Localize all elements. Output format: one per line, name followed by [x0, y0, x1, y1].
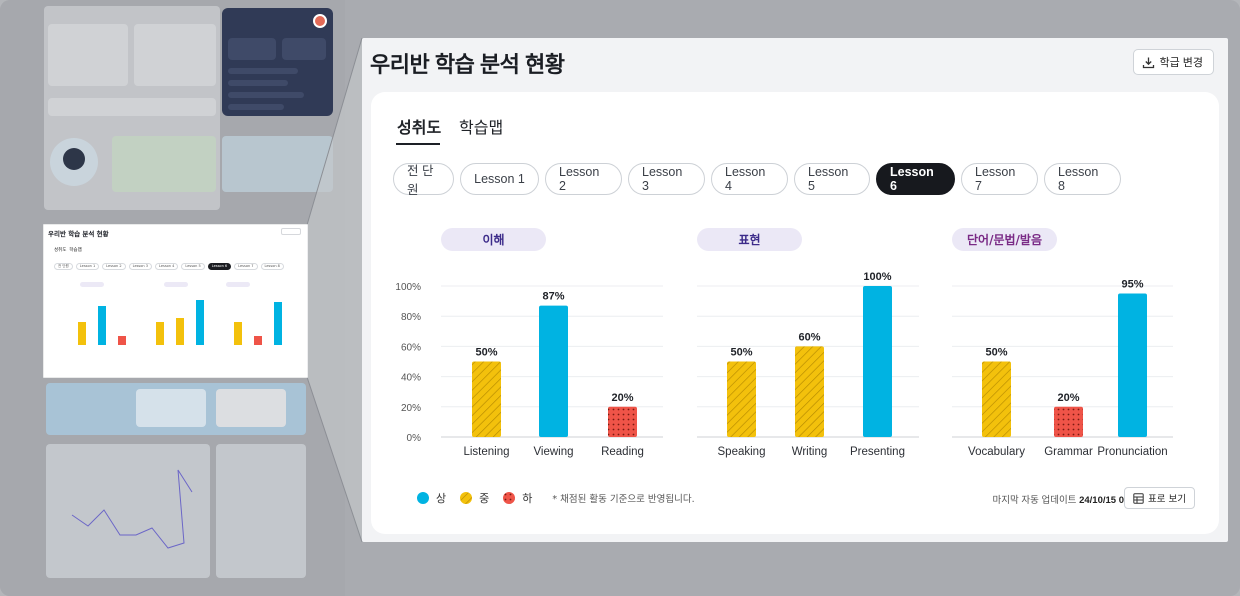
lesson-tab-8[interactable]: Lesson 8 — [1044, 163, 1121, 195]
data-label: 50% — [475, 347, 497, 359]
thumbnail-avatar — [313, 14, 327, 28]
thumbnail-panel-title: 우리반 학습 분석 현황 — [48, 230, 109, 238]
y-tick-label: 40% — [401, 373, 421, 384]
lesson-tab-7[interactable]: Lesson 7 — [961, 163, 1038, 195]
change-class-label: 학급 변경 — [1159, 57, 1203, 69]
category-label: Writing — [792, 446, 828, 458]
legend-mid: 중 — [460, 490, 489, 506]
category-label: Pronunciation — [1097, 446, 1167, 458]
thumbnail-lesson-tabs: 전 단원 Lesson 1 Lesson 2 Lesson 3 Lesson 4… — [54, 263, 284, 270]
page-thumbnail: 우리반 학습 분석 현황 성취도 학습맵 전 단원 Lesson 1 Lesso… — [0, 0, 345, 596]
last-update: 마지막 자동 업데이트 24/10/15 03:01 — [992, 492, 1143, 506]
achievement-card: 성취도 학습맵 전 단원 Lesson 1 Lesson 2 Lesson 3 … — [371, 92, 1219, 534]
chart-title: 이해 — [482, 232, 504, 247]
legend-mid-dot — [460, 492, 473, 504]
last-update-time: 24/10/15 03:01 — [1079, 495, 1143, 506]
tab-learning-map[interactable]: 학습맵 — [459, 120, 504, 137]
lesson-tab-3[interactable]: Lesson 3 — [628, 163, 705, 195]
thumbnail-menu-row — [48, 98, 216, 116]
thumbnail-analysis-panel: 우리반 학습 분석 현황 성취도 학습맵 전 단원 Lesson 1 Lesso… — [44, 225, 307, 377]
table-icon — [1133, 492, 1144, 504]
scoring-note: * 채점된 활동 기준으로 반영됩니다. — [552, 494, 695, 505]
data-label: 20% — [611, 392, 633, 404]
thumbnail-banner-bubble-2 — [216, 389, 286, 427]
active-tab-indicator — [396, 143, 440, 145]
data-label: 20% — [1057, 392, 1079, 404]
category-label: Reading — [601, 446, 644, 458]
lesson-tab-6[interactable]: Lesson 6 — [876, 163, 955, 195]
chart-title: 표현 — [738, 232, 760, 247]
page-title: 우리반 학습 분석 현황 — [370, 52, 565, 77]
category-label: Presenting — [850, 446, 905, 458]
bar-speaking — [727, 361, 756, 437]
y-tick-label: 100% — [395, 282, 421, 293]
category-label: Speaking — [718, 446, 766, 458]
lesson-filter: 전 단원 Lesson 1 Lesson 2 Lesson 3 Lesson 4… — [393, 163, 1121, 197]
achievement-bar-charts: 0% 20% 40% 60% 80% 100% 이해 50% Listening 87% Viewi… — [395, 228, 1173, 458]
bar-listening — [472, 361, 501, 437]
lesson-tab-all[interactable]: 전 단원 — [393, 163, 454, 197]
category-label: Vocabulary — [968, 446, 1025, 458]
chart-title-chip — [697, 228, 802, 251]
tab-achievement[interactable]: 성취도 — [397, 120, 442, 137]
download-icon — [1143, 57, 1155, 68]
legend-high-label: 상 — [436, 492, 447, 505]
chart-title-chip — [952, 228, 1057, 251]
lesson-tab-5[interactable]: Lesson 5 — [794, 163, 870, 195]
legend-high: 상 — [417, 490, 446, 506]
thumbnail-self-study-table — [216, 444, 306, 578]
thumbnail-self-study-chart — [46, 444, 210, 578]
bar-reading — [608, 406, 637, 437]
analysis-panel: 우리반 학습 분석 현황 학급 변경 성취도 학습맵 전 단원 Lesson 1… — [362, 38, 1228, 542]
data-label: 50% — [985, 347, 1007, 359]
category-label: Viewing — [533, 446, 573, 458]
legend-low-dot — [503, 492, 516, 504]
category-label: Listening — [463, 446, 509, 458]
y-tick-label: 60% — [401, 342, 421, 353]
category-label: Grammar — [1044, 446, 1093, 458]
table-view-label: 표로 보기 — [1148, 494, 1186, 505]
chart-title-chip — [441, 228, 546, 251]
thumbnail-tabs: 성취도 학습맵 — [54, 248, 82, 253]
y-tick-label: 80% — [401, 312, 421, 323]
bar-writing — [795, 346, 824, 437]
legend-low: 하 — [503, 490, 532, 506]
chart-title: 단어/문법/발음 — [967, 232, 1042, 247]
lesson-tab-2[interactable]: Lesson 2 — [545, 163, 622, 195]
thumbnail-comment-card — [222, 136, 333, 192]
thumbnail-change-button — [281, 228, 301, 235]
last-update-label: 마지막 자동 업데이트 — [992, 495, 1077, 506]
data-label: 50% — [730, 347, 752, 359]
thumbnail-mascot-image — [50, 138, 98, 186]
thumbnail-banner-bubble-1 — [136, 389, 206, 427]
thumbnail-line-chart — [71, 469, 193, 549]
change-class-button[interactable]: 학급 변경 — [1133, 49, 1214, 75]
data-label: 87% — [542, 291, 564, 303]
lesson-tab-1[interactable]: Lesson 1 — [460, 163, 539, 195]
thumbnail-recent-lesson-card — [48, 24, 128, 86]
bar-grammar — [1054, 406, 1083, 437]
thumbnail-user-panel — [222, 8, 333, 116]
legend-mid-label: 중 — [479, 492, 490, 505]
lesson-tab-4[interactable]: Lesson 4 — [711, 163, 788, 195]
bar-pronunciation — [1118, 293, 1147, 437]
bar-vocabulary — [982, 361, 1011, 437]
y-tick-label: 20% — [401, 403, 421, 414]
data-label: 95% — [1121, 279, 1143, 291]
chart-legend: 상 중 하 * 채점된 활동 기준으로 반영됩니다. — [417, 490, 695, 506]
legend-low-label: 하 — [522, 492, 533, 505]
table-view-button[interactable]: 표로 보기 — [1124, 487, 1195, 509]
thumbnail-task-card — [134, 24, 216, 86]
data-label: 100% — [863, 271, 891, 283]
bar-viewing — [539, 305, 568, 437]
legend-high-dot — [417, 492, 429, 504]
data-label: 60% — [798, 331, 820, 343]
bar-presenting — [863, 286, 892, 437]
y-tick-label: 0% — [407, 433, 422, 444]
thumbnail-study-status — [112, 136, 216, 192]
